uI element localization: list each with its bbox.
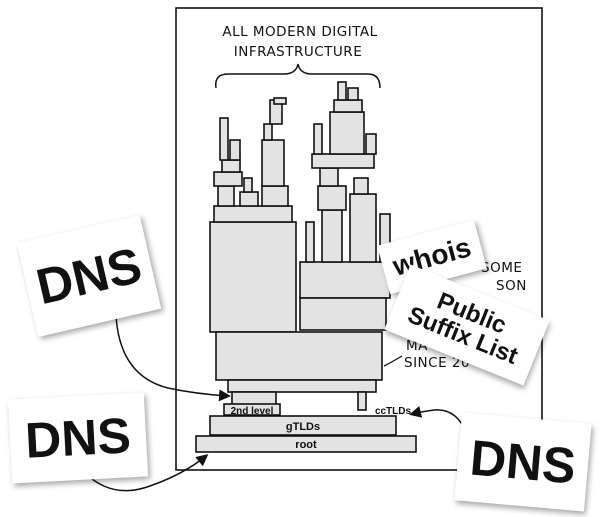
comic-title-line-2: INFRASTRUCTURE [234,44,362,60]
dns-card-bottom-left: DNS [7,392,149,484]
block-tower [209,81,391,411]
arrow-to-root [83,454,209,492]
gtlds-label: gTLDs [286,421,320,433]
arrow-to-cctlds [409,405,467,433]
second-level-block [223,403,281,416]
root-label: root [295,439,317,451]
curly-brace [215,63,381,89]
comic-note-line-4: SINCE 20 [404,355,470,371]
cctlds-label: ccTLDs [375,406,412,417]
dns-card-bottom-left-text: DNS [23,406,133,469]
comic-note-line-2: SON [496,278,527,294]
root-block [195,435,417,453]
gtlds-block [209,415,397,436]
comic-title-line-1: ALL MODERN DIGITAL [222,24,377,40]
dns-card-right-text: DNS [468,429,579,494]
dns-card-right: DNS [454,412,592,512]
note-pointer [383,355,403,367]
dns-card-top-left-text: DNS [31,236,147,315]
comic-note-line-1: SOME [481,260,522,276]
arrow-to-second-level [115,315,231,402]
second-level-label: 2nd level [231,406,274,417]
